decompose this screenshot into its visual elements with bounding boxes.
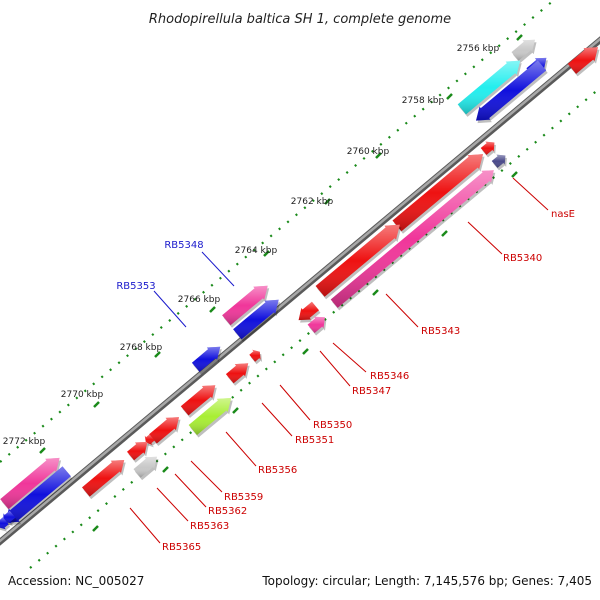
ruler-tick-2772: 2772 kbp — [3, 437, 46, 454]
label-leader — [332, 342, 367, 373]
gene-rb5363-highlight — [133, 456, 157, 478]
gene-rb5362-highlight — [127, 441, 148, 461]
accession-text: Accession: NC_005027 — [8, 574, 144, 588]
gene-rb5351-highlight — [225, 363, 249, 384]
inner-tick — [302, 348, 309, 355]
gene-rb5353-highlight — [191, 346, 221, 372]
ruler-tick-label: 2764 kbp — [235, 246, 278, 256]
gene-red-corner-highlight — [567, 47, 598, 74]
ruler-tick-label: 2756 kbp — [457, 44, 500, 54]
ruler-tick-2762: 2762 kbp — [291, 197, 334, 207]
gene-label-rb5348[interactable]: RB5348 — [164, 240, 203, 251]
outer-ruler-dots — [0, 0, 556, 463]
label-leader — [512, 177, 549, 211]
label-leader — [201, 251, 235, 287]
label-leader — [129, 507, 161, 544]
gene-label-nasE[interactable]: nasE — [551, 209, 575, 220]
gene-rb5354-highlight — [180, 385, 216, 416]
ruler-tick-2758: 2758 kbp — [402, 93, 453, 106]
gene-label-rb5365[interactable]: RB5365 — [162, 542, 201, 553]
gene-nasE-highlight — [480, 141, 495, 155]
ruler-tick-label: 2770 kbp — [61, 390, 104, 400]
inner-tick — [92, 525, 99, 532]
outer-ruler — [0, 0, 556, 463]
gene-rb5343-highlight — [330, 170, 494, 308]
gene-pink-left-highlight — [0, 457, 60, 510]
inner-tick — [372, 289, 379, 296]
gene-cyan-highlight — [457, 60, 521, 115]
gene-label-rb5363[interactable]: RB5363 — [190, 521, 229, 532]
reverse-gene-labels: nasE RB5340 RB5343 RB5346 RB5347 RB5350 … — [129, 177, 575, 553]
label-leader — [156, 487, 189, 522]
label-leader — [153, 290, 187, 328]
genome-summary-text: Topology: circular; Length: 7,145,576 bp… — [261, 574, 592, 588]
gene-rb5357-highlight — [149, 417, 179, 444]
map-title: Rhodopirellula baltica SH 1, complete ge… — [149, 12, 451, 27]
gene-label-rb5353[interactable]: RB5353 — [116, 281, 155, 292]
label-leader — [385, 293, 419, 328]
label-leader — [174, 473, 207, 508]
ruler-tick-label: 2772 kbp — [3, 437, 46, 447]
gene-label-rb5346[interactable]: RB5346 — [370, 371, 409, 382]
inner-tick — [511, 171, 518, 178]
label-leader — [319, 350, 351, 387]
label-leader — [467, 221, 503, 255]
gene-features — [0, 39, 600, 532]
ruler-tick-label: 2762 kbp — [291, 197, 334, 207]
label-leader — [190, 460, 223, 493]
gene-rb5340b-highlight — [315, 224, 400, 297]
label-leader — [279, 384, 311, 421]
gene-blue-left-tiny-highlight — [0, 517, 9, 530]
gene-rb5356-highlight — [188, 398, 232, 435]
gene-rb5348b-highlight — [233, 299, 279, 340]
gene-navy-highlight — [491, 154, 506, 168]
gene-label-rb5347[interactable]: RB5347 — [352, 386, 391, 397]
gene-rb5346-highlight — [298, 301, 319, 321]
gene-label-rb5350[interactable]: RB5350 — [313, 420, 352, 431]
ruler-tick-label: 2766 kbp — [178, 295, 221, 305]
ruler-tick-2768: 2768 kbp — [120, 343, 163, 358]
gene-blue-left-small-highlight — [3, 510, 16, 524]
gene-label-rb5356[interactable]: RB5356 — [258, 465, 297, 476]
gene-rb5350-highlight — [249, 349, 261, 362]
inner-tick — [232, 407, 239, 414]
gene-label-rb5362[interactable]: RB5362 — [208, 506, 247, 517]
ruler-tick-2770: 2770 kbp — [61, 390, 104, 408]
gene-rb5347-highlight — [307, 316, 325, 333]
label-leader — [225, 431, 257, 467]
gene-label-rb5359[interactable]: RB5359 — [224, 492, 263, 503]
gene-label-rb5340[interactable]: RB5340 — [503, 253, 542, 264]
forward-gene-labels: RB5348 RB5353 — [116, 240, 235, 328]
gene-rb5365-highlight — [82, 460, 125, 497]
ruler-tick-2766: 2766 kbp — [178, 295, 221, 313]
inner-tick — [441, 230, 448, 237]
ruler-tick-2764: 2764 kbp — [235, 246, 278, 257]
gene-blue-left-highlight — [5, 466, 71, 523]
ruler-tick-2760: 2760 kbp — [347, 147, 390, 159]
ruler-tick-label: 2758 kbp — [402, 96, 445, 106]
gene-blue-upper-highlight — [476, 60, 547, 121]
gene-gray-top-highlight — [511, 39, 535, 61]
ruler-tick-label: 2768 kbp — [120, 343, 163, 353]
genome-backbone — [0, 36, 600, 546]
inner-tick — [162, 466, 169, 473]
gene-label-rb5343[interactable]: RB5343 — [421, 326, 460, 337]
gene-label-rb5351[interactable]: RB5351 — [295, 435, 334, 446]
ruler-tick-2756: 2756 kbp — [457, 34, 523, 54]
ruler-tick-label: 2760 kbp — [347, 147, 390, 157]
gene-rb5340-highlight — [392, 154, 483, 232]
ruler-ticks: 2756 kbp 2758 kbp 2760 kbp 2762 kbp 2764… — [3, 34, 523, 532]
label-leader — [261, 402, 293, 437]
gene-rb5348-highlight — [222, 285, 268, 326]
